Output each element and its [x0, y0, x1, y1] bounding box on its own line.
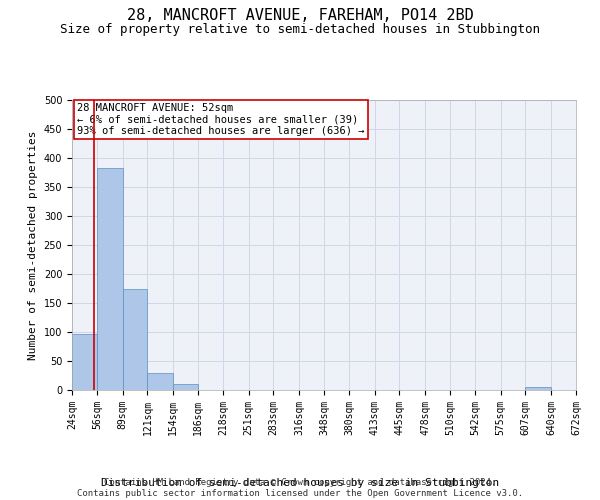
- Y-axis label: Number of semi-detached properties: Number of semi-detached properties: [28, 130, 38, 360]
- Bar: [122, 289, 148, 390]
- Text: 28 MANCROFT AVENUE: 52sqm
← 6% of semi-detached houses are smaller (39)
93% of s: 28 MANCROFT AVENUE: 52sqm ← 6% of semi-d…: [77, 103, 365, 136]
- Text: Distribution of semi-detached houses by size in Stubbington: Distribution of semi-detached houses by …: [101, 478, 499, 488]
- Text: 28, MANCROFT AVENUE, FAREHAM, PO14 2BD: 28, MANCROFT AVENUE, FAREHAM, PO14 2BD: [127, 8, 473, 22]
- Bar: [72, 334, 97, 390]
- Text: Contains HM Land Registry data © Crown copyright and database right 2024.
Contai: Contains HM Land Registry data © Crown c…: [77, 478, 523, 498]
- Bar: [526, 387, 551, 390]
- Bar: [97, 168, 122, 390]
- Text: Size of property relative to semi-detached houses in Stubbington: Size of property relative to semi-detach…: [60, 22, 540, 36]
- Bar: [173, 384, 198, 390]
- Bar: [148, 372, 173, 390]
